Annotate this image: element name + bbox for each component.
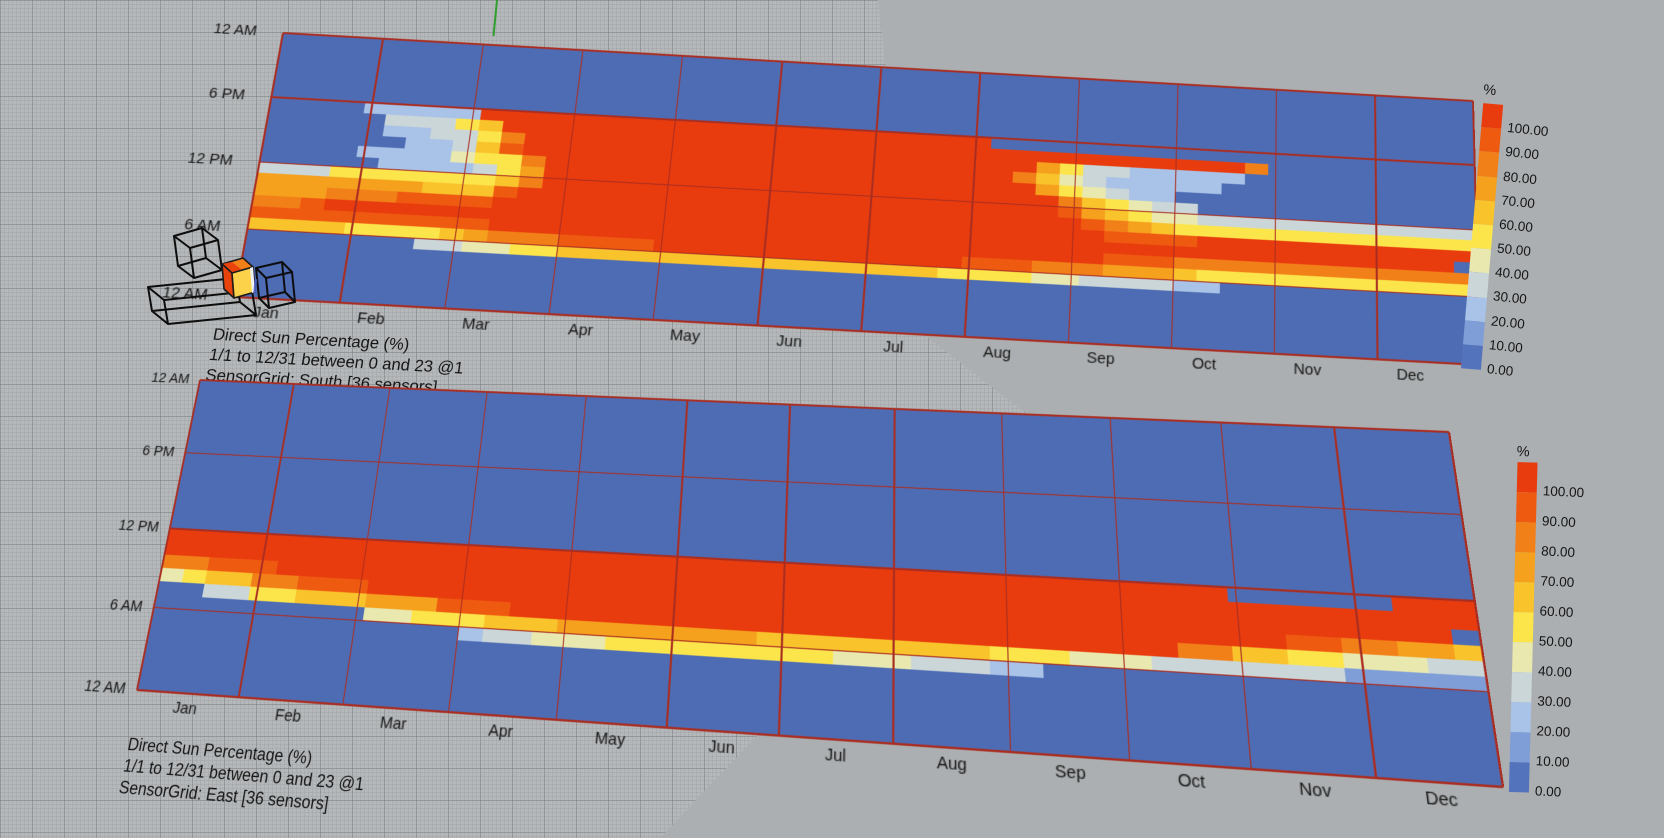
legend-east: % 100.00 90.00 80.00 70.00 60.00 50.00 40.00 30… (1508, 444, 1645, 800)
legend-south: % 100.00 90.00 80.00 70.00 60.00 50.00 40.00 30… (1460, 82, 1612, 379)
sun-chart-east: Jan Feb Mar Apr May Jun Jul Aug Sep Oct Nov Dec 12 … (83, 370, 1504, 815)
sun-chart-south: Jan Feb Mar Apr May Jun Jul Aug Sep Oct Nov Dec 12 … (161, 20, 1481, 398)
legend-color-bar (1508, 462, 1538, 793)
legend-unit-label: % (1516, 444, 1530, 461)
